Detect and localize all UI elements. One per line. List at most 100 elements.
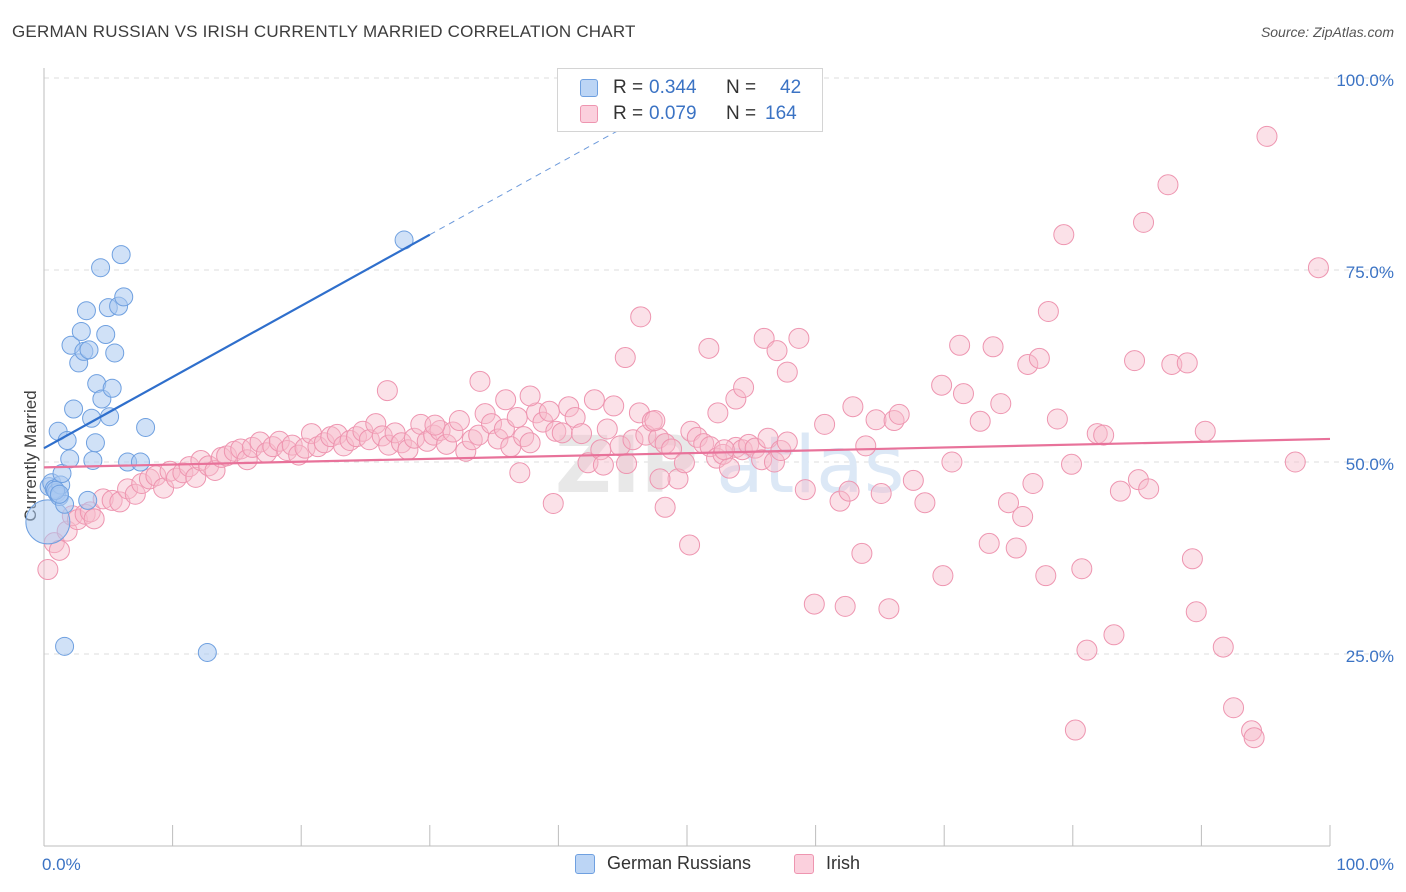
irish-point: [644, 410, 666, 432]
irish-point: [622, 429, 644, 451]
axes: [43, 68, 1331, 847]
german-russians-point: [76, 301, 96, 321]
irish-point: [603, 395, 625, 417]
irish-point: [1212, 636, 1234, 658]
irish-point: [124, 483, 146, 505]
irish-point: [851, 542, 873, 564]
irish-point: [448, 410, 470, 432]
irish-point: [241, 436, 263, 458]
irish-point: [1161, 353, 1183, 375]
irish-point: [358, 429, 380, 451]
irish-point: [551, 422, 573, 444]
irish-point: [1157, 174, 1179, 196]
irish-point: [538, 400, 560, 422]
irish-point: [855, 435, 877, 457]
irish-point: [1022, 473, 1044, 495]
irish-point: [178, 456, 200, 478]
irish-point: [1071, 558, 1093, 580]
irish-point: [725, 388, 747, 410]
y-tick-label: 75.0%: [1346, 263, 1394, 282]
german-russians-points: [25, 230, 414, 662]
irish-point: [949, 334, 971, 356]
irish-point: [487, 428, 509, 450]
legend-row-irish: R = 0.079 N = 164: [558, 101, 822, 127]
legend-r-label: R =: [613, 77, 644, 98]
legend-n-value: 164: [765, 103, 797, 124]
german-russians-point: [64, 399, 84, 419]
german-russians-point: [78, 490, 98, 510]
bottom-legend-label: German Russians: [607, 853, 752, 873]
irish-point: [436, 433, 458, 455]
irish-point: [506, 406, 528, 428]
irish-point: [878, 598, 900, 620]
german-russians-point: [60, 449, 80, 469]
irish-point: [616, 453, 638, 475]
watermark: ZIP atlas: [555, 421, 905, 511]
irish-point: [969, 410, 991, 432]
irish-point: [1076, 639, 1098, 661]
irish-point: [1012, 506, 1034, 528]
irish-point: [558, 396, 580, 418]
german-russians-point: [55, 636, 75, 656]
irish-point: [776, 431, 798, 453]
irish-point: [1028, 347, 1050, 369]
bottom-legend-german-russians: German Russians: [575, 852, 775, 876]
y-tick-label: 25.0%: [1346, 647, 1394, 666]
irish-point: [495, 389, 517, 411]
irish-point: [281, 434, 303, 456]
irish-point: [630, 306, 652, 328]
irish-point: [109, 491, 131, 513]
irish-point: [101, 489, 123, 511]
irish-points: [37, 125, 1329, 749]
german-russians-point: [130, 452, 150, 472]
irish-point: [649, 468, 671, 490]
legend-r-value: 0.344: [649, 77, 697, 98]
irish-point: [1005, 537, 1027, 559]
legend-r-label: R =: [613, 103, 644, 124]
irish-point: [571, 423, 593, 445]
irish-point: [679, 534, 701, 556]
irish-point: [982, 336, 1004, 358]
chart-title: GERMAN RUSSIAN VS IRISH CURRENTLY MARRIE…: [12, 22, 636, 41]
irish-point: [654, 496, 676, 518]
german-russians-point: [49, 484, 69, 504]
german-russians-point: [105, 343, 125, 363]
irish-point: [667, 468, 689, 490]
german-russians-point: [91, 258, 111, 278]
irish-point: [842, 396, 864, 418]
irish-point: [1064, 719, 1086, 741]
bottom-legend-label: Irish: [826, 853, 861, 873]
y-tick-label: 100.0%: [1336, 71, 1394, 90]
irish-point: [1243, 727, 1265, 749]
legend-n-label: N =: [726, 77, 757, 98]
irish-point: [865, 409, 887, 431]
trendlines: [43, 109, 1331, 469]
legend-r-value: 0.079: [649, 103, 697, 124]
irish-point: [365, 413, 387, 435]
legend: R = 0.344 N = 42 R = 0.079 N = 164: [557, 68, 823, 132]
irish-point: [592, 454, 614, 476]
german-russians-point: [52, 464, 72, 484]
bottom-legend-irish: Irish: [794, 852, 894, 876]
irish-point: [37, 559, 59, 581]
irish-point: [596, 418, 618, 440]
irish-point: [838, 480, 860, 502]
irish-point: [713, 439, 735, 461]
irish-point: [1103, 624, 1125, 646]
legend-swatch-pink: [580, 105, 598, 123]
irish-point: [1256, 125, 1278, 147]
irish-point: [914, 492, 936, 514]
irish-point: [474, 403, 496, 425]
irish-point: [384, 422, 406, 444]
irish-point: [542, 492, 564, 514]
german-russians-point: [197, 642, 217, 662]
german-russians-point: [136, 417, 156, 437]
irish-point: [814, 413, 836, 435]
irish-point: [509, 462, 531, 484]
chart-source: Source: ZipAtlas.com: [1260, 24, 1394, 40]
german-russians-trendline: [43, 233, 431, 450]
irish-point: [1046, 408, 1068, 430]
irish-point: [545, 420, 567, 442]
irish-point: [931, 374, 953, 396]
